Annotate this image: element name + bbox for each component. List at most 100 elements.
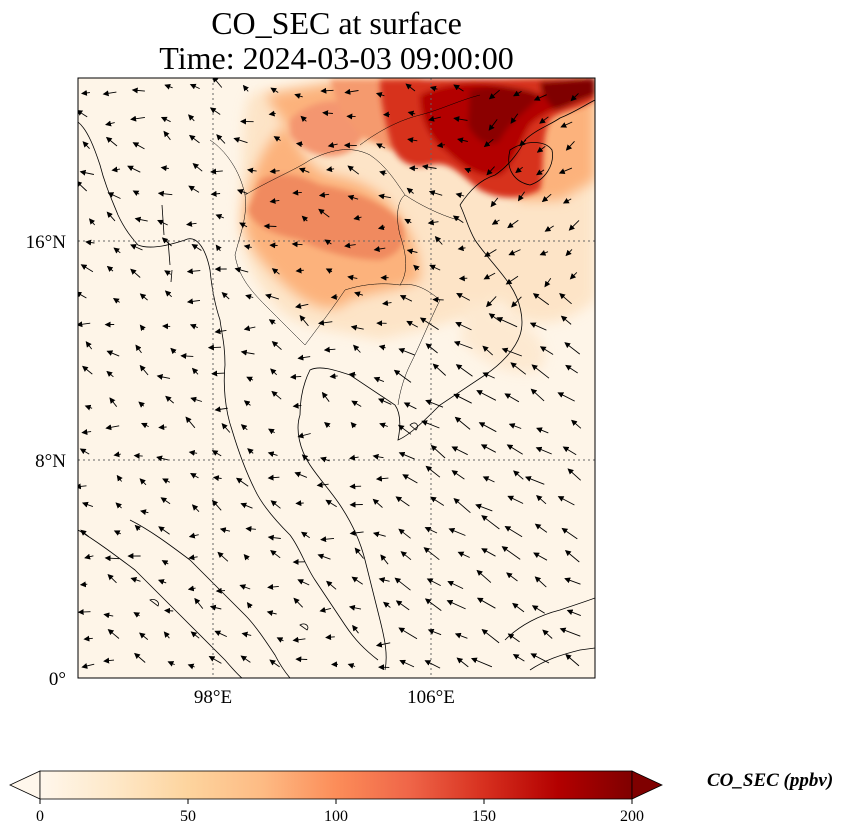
wind-arrow	[240, 655, 251, 663]
wind-arrow	[192, 163, 203, 172]
wind-arrow	[329, 373, 338, 380]
wind-arrow	[214, 328, 227, 335]
wind-arrow	[270, 500, 281, 509]
wind-arrow	[81, 501, 94, 508]
wind-arrow	[105, 424, 120, 431]
wind-arrow	[455, 364, 473, 377]
wind-arrow	[452, 215, 464, 223]
wind-arrow	[291, 241, 303, 248]
wind-arrow	[455, 322, 472, 331]
wind-arrow	[79, 448, 90, 455]
wind-arrow	[426, 578, 441, 587]
wind-arrow	[215, 587, 226, 594]
wind-arrow	[430, 496, 445, 506]
wind-arrow	[488, 119, 498, 131]
wind-arrow	[568, 220, 580, 231]
wind-arrow	[351, 400, 362, 407]
wind-arrow	[270, 87, 279, 94]
wind-arrow	[544, 225, 554, 232]
wind-arrow	[133, 452, 143, 459]
wind-arrow	[240, 349, 255, 356]
wind-arrow	[187, 585, 196, 592]
wind-arrow	[81, 663, 95, 669]
wind-arrow	[116, 474, 123, 482]
colorbar: 0 50 100 150 200	[9, 770, 663, 825]
wind-arrow	[324, 421, 331, 429]
wind-arrow	[490, 197, 499, 208]
wind-arrow	[269, 659, 280, 668]
wind-arrow	[134, 524, 142, 532]
wind-arrow	[482, 345, 494, 356]
wind-arrow	[378, 577, 390, 583]
wind-arrow	[103, 612, 114, 619]
wind-arrow	[187, 663, 195, 670]
wind-arrow	[217, 551, 229, 562]
wind-arrow	[139, 324, 146, 332]
wind-arrow	[113, 247, 121, 254]
wind-arrow	[506, 572, 518, 582]
wind-arrow	[347, 194, 359, 201]
wind-arrow	[112, 297, 120, 304]
wind-arrow	[488, 89, 500, 100]
wind-arrow	[234, 267, 249, 273]
colorbar-tick-label: 150	[472, 808, 496, 825]
wind-arrow	[215, 244, 222, 252]
wind-arrow	[510, 362, 527, 375]
lat-tick-8: 8°N	[35, 451, 66, 472]
wind-arrow	[395, 496, 410, 507]
wind-arrow	[267, 451, 278, 458]
wind-arrow	[347, 274, 358, 281]
wind-arrow	[506, 444, 523, 455]
wind-arrow	[267, 534, 281, 541]
wind-arrow	[447, 580, 464, 590]
wind-arrow	[132, 142, 145, 150]
wind-arrow	[295, 141, 304, 148]
wind-arrow	[539, 250, 549, 256]
wind-arrow	[295, 267, 304, 274]
wind-arrow	[78, 109, 88, 118]
wind-arrow	[157, 579, 167, 585]
wind-arrow	[115, 502, 122, 509]
wind-arrow	[375, 92, 385, 98]
wind-arrow	[160, 497, 171, 505]
wind-arrow	[382, 300, 392, 307]
wind-arrow	[163, 631, 170, 639]
wind-arrow	[429, 85, 438, 92]
wind-arrow	[567, 468, 582, 481]
wind-arrow	[180, 353, 194, 360]
colorbar-tick-label: 100	[324, 808, 348, 825]
wind-arrow	[221, 423, 231, 433]
wind-arrow	[508, 423, 522, 429]
wind-arrow	[320, 87, 334, 94]
wind-arrow	[185, 416, 196, 429]
wind-arrow	[79, 581, 88, 588]
wind-arrow	[529, 322, 547, 331]
wind-arrow	[190, 631, 200, 639]
wind-arrow	[353, 344, 361, 353]
wind-arrow	[188, 449, 198, 456]
colorbar-bar	[39, 770, 633, 800]
wind-arrow	[397, 424, 412, 435]
wind-arrow	[82, 365, 93, 375]
wind-arrow	[321, 391, 330, 402]
wind-arrow	[423, 547, 440, 561]
wind-arrow	[215, 214, 224, 220]
wind-arrow	[271, 268, 280, 275]
wind-arrow	[531, 605, 545, 614]
wind-arrow	[219, 527, 231, 534]
wind-arrow	[482, 476, 495, 483]
wind-arrow	[504, 393, 520, 403]
wind-arrow	[317, 553, 331, 560]
wind-arrow	[236, 188, 248, 195]
wind-arrow	[190, 396, 203, 403]
wind-arrow	[372, 531, 386, 538]
wind-arrow	[539, 116, 549, 124]
wind-arrow	[78, 291, 87, 299]
wind-arrow	[78, 608, 91, 615]
wind-arrow	[519, 139, 527, 147]
colorbar-tick-label: 50	[180, 808, 196, 825]
wind-arrow	[247, 167, 257, 174]
wind-arrow	[428, 115, 441, 122]
wind-arrow	[372, 453, 384, 460]
wind-arrow	[191, 244, 202, 251]
